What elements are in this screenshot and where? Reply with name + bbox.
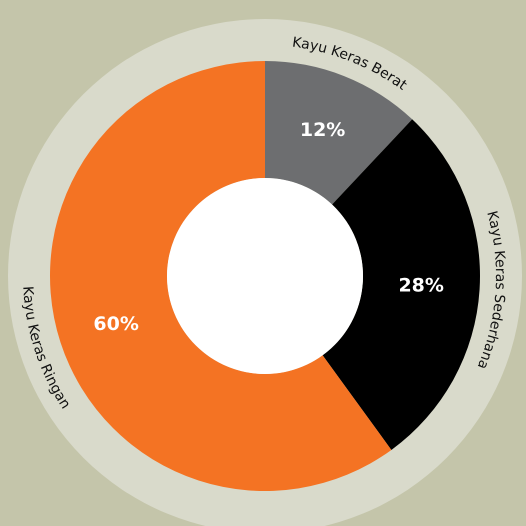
percent-label: 12% <box>300 119 345 141</box>
donut-slice <box>265 61 413 205</box>
percent-label: 60% <box>93 313 138 335</box>
percent-label: 28% <box>398 274 443 296</box>
donut-hole <box>167 178 363 374</box>
donut-slice <box>50 61 392 491</box>
donut-slice <box>322 119 480 450</box>
